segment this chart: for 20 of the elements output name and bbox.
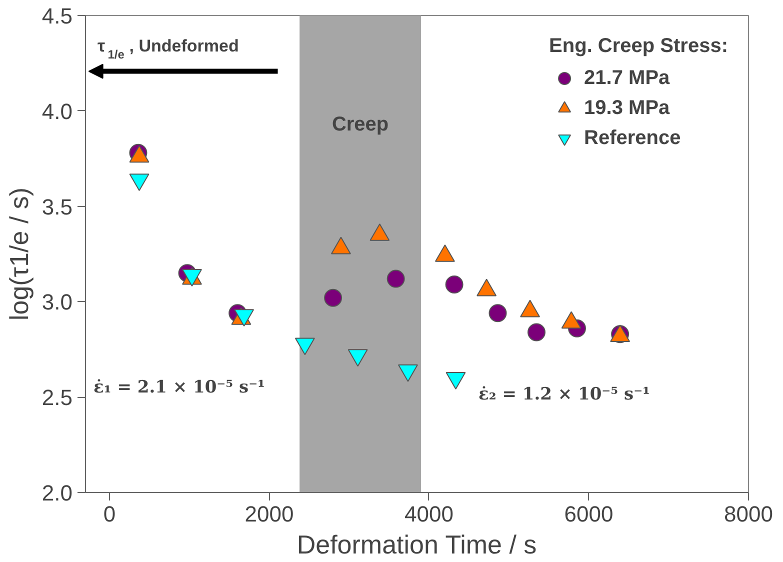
x-tick-label: 8000 xyxy=(724,502,773,526)
x-axis-title: Deformation Time / s xyxy=(296,530,537,560)
y-tick-label: 3.0 xyxy=(42,290,73,315)
legend-label: 19.3 MPa xyxy=(584,96,670,120)
annotation: ε̇₂ = 1.2 × 10⁻⁵ s⁻¹ xyxy=(478,384,650,404)
y-tick-label: 4.5 xyxy=(42,4,73,28)
y-tick-label: 3.5 xyxy=(42,194,73,220)
annotation: ε̇₁ = 2.1 × 10⁻⁵ s⁻¹ xyxy=(94,378,266,398)
y-axis-title: log(τ1/e / s) xyxy=(4,187,34,321)
legend-title: Eng. Creep Stress: xyxy=(549,35,728,58)
x-tick-label: 6000 xyxy=(564,502,614,526)
legend-label: Reference xyxy=(584,126,681,150)
x-tick-label: 2000 xyxy=(244,502,294,526)
y-tick-label: 2.5 xyxy=(42,385,73,410)
legend-label: 21.7 MPa xyxy=(584,66,670,90)
band-label: Creep xyxy=(332,114,389,136)
x-tick-label: 4000 xyxy=(404,502,454,526)
y-tick-label: 2.0 xyxy=(42,480,73,506)
x-tick-label: 0 xyxy=(103,502,116,526)
y-tick-label: 4.0 xyxy=(42,98,73,124)
